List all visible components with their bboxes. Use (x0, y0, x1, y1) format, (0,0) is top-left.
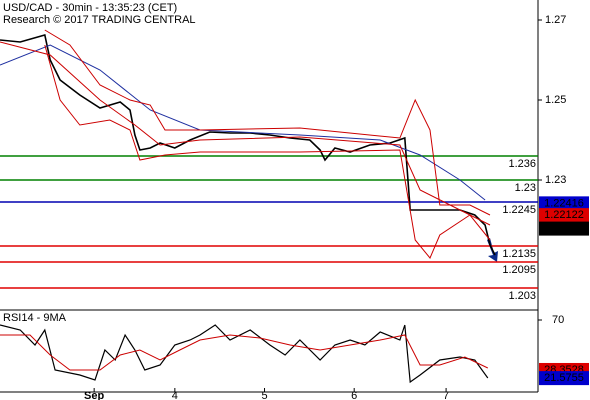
y-tick-label: 1.27 (545, 14, 566, 26)
series-line (44, 29, 491, 216)
level-label: 1.203 (508, 290, 536, 302)
x-tick-label: 6 (351, 390, 357, 400)
series-line (0, 41, 491, 226)
x-tick-label: 5 (261, 390, 267, 400)
y-tick-label: 70 (552, 314, 564, 326)
x-tick-label: 4 (172, 390, 178, 400)
value-box-label: 1.22416 (544, 197, 584, 209)
x-tick-label: 7 (443, 390, 449, 400)
value-box (539, 221, 589, 236)
value-box (539, 196, 589, 211)
series-line (0, 324, 489, 384)
value-box (539, 371, 589, 386)
value-box (539, 208, 589, 223)
level-label: 1.2135 (502, 248, 536, 260)
y-tick-label: 1.23 (545, 174, 566, 186)
value-box-label: 1.21785 (544, 223, 584, 235)
series-line (0, 334, 489, 371)
value-box-label: 21.5755 (544, 372, 584, 384)
level-label: 1.236 (508, 158, 536, 170)
level-label: 1.2245 (502, 204, 536, 216)
chart-subtitle: Research © 2017 TRADING CENTRAL (3, 14, 196, 26)
series-line (44, 44, 491, 259)
series-line (0, 33, 496, 256)
chart-title: USD/CAD - 30min - 13:35:23 (CET) (3, 2, 177, 14)
y-tick-label: 1.25 (545, 94, 566, 106)
rsi-title: RSI14 - 9MA (3, 312, 67, 324)
series-line (0, 44, 486, 201)
level-label: 1.2095 (502, 264, 536, 276)
level-label: 1.23 (515, 182, 536, 194)
x-tick-label: Sep (84, 390, 104, 400)
value-box-label: 1.22122 (544, 209, 584, 221)
